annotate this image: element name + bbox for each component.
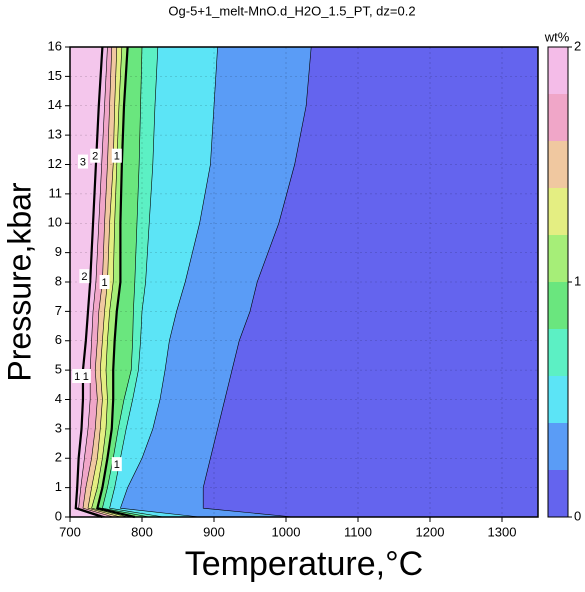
contour-label: 2	[92, 151, 98, 163]
y-tick-label: 16	[48, 38, 62, 53]
contour-line	[96, 46, 136, 519]
contour-label-bg	[111, 148, 122, 163]
contour-label-bg	[72, 369, 83, 383]
x-tick-label: 1000	[272, 524, 301, 539]
contour-label-bg	[79, 269, 90, 284]
colorbar-label: wt%	[544, 29, 570, 44]
colorbar-tick-label: 0	[574, 508, 581, 523]
contour-line	[78, 46, 108, 518]
colorbar-band	[548, 188, 568, 235]
colorbar-band	[548, 329, 568, 376]
plot-frame	[69, 46, 539, 518]
y-tick-label: 15	[48, 68, 62, 83]
contour-line	[109, 46, 164, 518]
y-tick-label: 3	[55, 420, 62, 435]
y-tick-label: 7	[55, 303, 62, 318]
colorbar-band	[548, 235, 568, 282]
colorbar-band	[548, 141, 568, 188]
contour-label: 1	[114, 151, 120, 163]
y-tick-label: 5	[55, 362, 62, 377]
y-tick-label: 4	[55, 391, 62, 406]
contour-label-bg	[111, 457, 122, 472]
colorbar-tick-label: 2	[574, 38, 581, 53]
contour-line	[119, 46, 218, 518]
contour-line	[91, 46, 128, 518]
y-tick-label: 9	[55, 244, 62, 259]
y-tick-label: 0	[55, 508, 62, 523]
x-tick-label: 1200	[416, 524, 445, 539]
x-tick-label: 800	[131, 524, 153, 539]
y-tick-label: 8	[55, 273, 62, 288]
contour-label-bg	[80, 369, 91, 383]
x-tick-label: 1100	[344, 524, 372, 539]
y-tick-label: 2	[55, 450, 62, 465]
x-axis-label: Temperature,°C	[185, 545, 423, 583]
contour-label: 1	[83, 371, 89, 383]
colorbar-band	[548, 47, 568, 94]
colorbar-tick-label: 1	[574, 273, 581, 288]
contour-label-bg	[77, 154, 88, 169]
colorbar-band	[548, 376, 568, 423]
contour-line	[102, 46, 150, 518]
colorbar-band	[548, 94, 568, 141]
colorbar-band	[548, 423, 568, 470]
colorbar-band	[548, 470, 568, 517]
contour-label: 1	[74, 371, 80, 383]
contour-label-bg	[90, 148, 101, 163]
y-tick-label: 13	[48, 127, 62, 142]
colorbar-band	[548, 282, 568, 329]
y-tick-label: 6	[55, 332, 62, 347]
contour-label: 1	[114, 459, 120, 471]
contour-label-bg	[99, 275, 110, 289]
y-axis-label: Pressure,kbar	[1, 182, 37, 382]
contour-line	[74, 46, 104, 519]
y-tick-label: 12	[48, 156, 62, 171]
y-tick-label: 10	[48, 215, 62, 230]
contour-label: 3	[80, 156, 86, 168]
x-tick-label: 700	[59, 524, 81, 539]
y-tick-label: 1	[55, 479, 62, 494]
chart-title: Og-5+1_melt-MnO.d_H2O_1.5_PT, dz=0.2	[168, 3, 415, 18]
contour-line	[202, 46, 312, 518]
contour-line	[87, 46, 121, 518]
x-tick-label: 900	[203, 524, 225, 539]
x-tick-label: 1300	[488, 524, 517, 539]
y-tick-label: 11	[49, 185, 63, 200]
y-tick-label: 14	[48, 97, 62, 112]
contour-label: 1	[101, 277, 107, 289]
contour-line	[82, 46, 114, 518]
contour-label: 2	[81, 271, 87, 283]
